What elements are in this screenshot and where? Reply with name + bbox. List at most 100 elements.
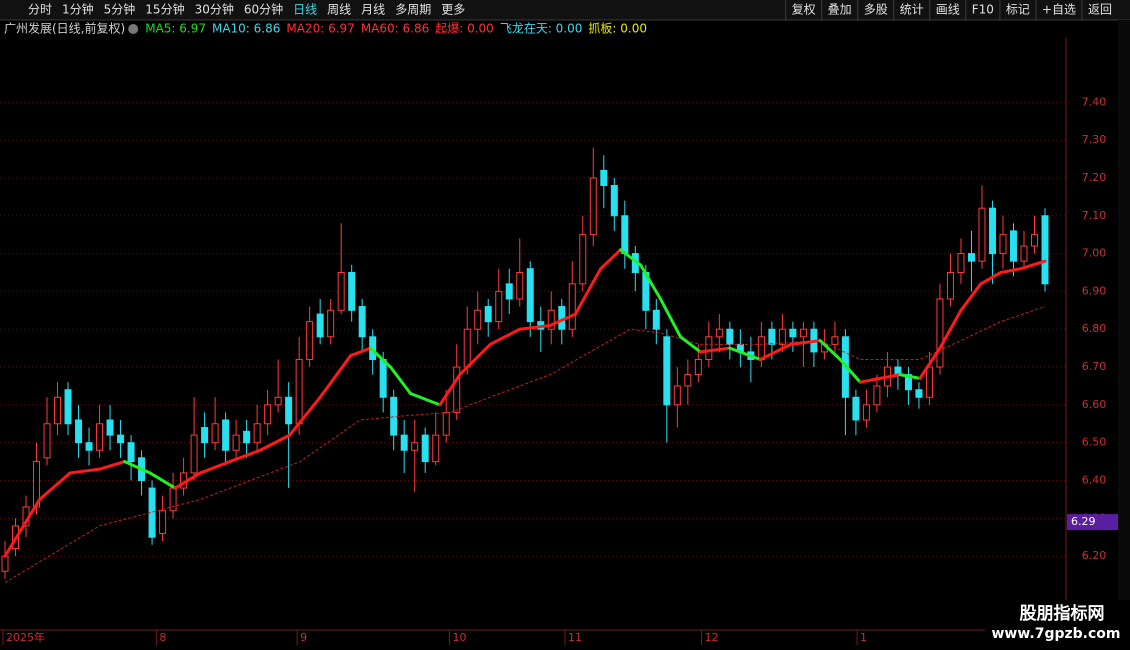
menu-item[interactable]: 更多 [441,3,465,17]
menu-button[interactable]: +自选 [1042,3,1076,17]
candle-body [327,309,335,338]
trend-segment [228,448,262,464]
candle-body [925,366,933,398]
x-tick-label: 1 [860,631,867,644]
menu-item[interactable]: 30分钟 [195,2,234,17]
trend-segment [599,248,623,271]
candle-body [285,396,293,425]
trend-segment [458,342,492,377]
trend-segment [838,357,862,384]
trend-segment [123,460,152,475]
candle-body [946,271,954,300]
menu-item[interactable]: 日线 [293,3,317,17]
trend-segment [408,392,442,407]
trend-segment [68,467,102,475]
menu-item[interactable]: 分时 [28,3,52,17]
y-tick-label: 6.80 [1082,322,1107,335]
trend-segment [173,471,202,490]
x-tick-label: 11 [568,631,582,644]
candle-body [274,396,282,406]
candle-body [348,271,356,311]
trend-segment [758,342,793,361]
candle-body [589,177,597,236]
menu-button[interactable]: 统计 [900,3,924,17]
trend-segment [548,312,577,327]
trend-segment [318,354,353,399]
trend-segment [979,270,1003,286]
candle-body [411,442,419,451]
candle-body [75,419,83,444]
candle-body [379,358,387,398]
menu-item[interactable]: 5分钟 [104,2,136,17]
toolbar [0,0,1130,20]
menu-button[interactable]: 叠加 [828,3,852,17]
candle-body [169,487,177,512]
settings-icon [128,24,139,34]
trend-segment [639,263,663,301]
trend-segment [438,373,462,407]
candle-body [211,423,219,444]
side-strip [1118,20,1130,650]
candle-body [474,309,482,330]
trend-segment [148,471,177,490]
candle-body [516,271,524,300]
candle-body [96,423,104,451]
candle-body [421,434,429,463]
trend-segment [858,376,882,384]
candle-body [526,268,534,323]
y-tick-label: 7.10 [1082,209,1107,222]
menu-button[interactable]: 画线 [936,3,960,17]
candle-body [85,442,93,451]
menu-item[interactable]: 1分钟 [62,2,94,17]
trend-segment [938,308,963,350]
menu-item[interactable]: 周线 [327,3,351,17]
candle-body [852,396,860,421]
candle-body [159,510,167,534]
trend-segment [488,327,522,346]
y-tick-label: 6.40 [1082,474,1107,487]
candle-body [358,306,366,338]
candle-body [463,328,471,368]
candle-body [253,423,261,444]
candle-body [306,321,314,360]
candle-body [505,283,513,300]
y-tick-label: 6.70 [1082,360,1107,373]
menu-button[interactable]: 标记 [1006,3,1030,17]
candle-body [568,283,576,330]
candle-body [957,253,965,273]
candle-body [1,555,9,572]
candle-body [694,358,702,376]
menu-button[interactable]: 复权 [792,3,816,17]
menu-item[interactable]: 多周期 [395,3,431,17]
candle-body [579,234,587,285]
trend-segment [678,335,702,354]
menu-item[interactable]: 月线 [361,3,385,17]
menu-button[interactable]: F10 [972,3,994,17]
watermark-name: 股朋指标网 [1020,603,1105,624]
trend-segment [1019,259,1047,271]
candle-body [453,366,461,413]
candle-body [337,271,345,311]
candle-body [64,389,72,425]
trend-segment [3,497,42,558]
candle-body [264,404,272,425]
price-tag [1067,514,1118,531]
menu-button[interactable]: 多股 [864,3,888,17]
candle-body [1041,215,1049,285]
y-tick-label: 6.60 [1082,398,1107,411]
candle-body [778,328,786,345]
candle-body [915,389,923,398]
menu-item[interactable]: 60分钟 [244,2,283,17]
menu-item[interactable]: 15分钟 [145,2,184,17]
trend-segment [288,395,322,437]
trend-segment [369,346,393,369]
candle-body [127,442,135,463]
candle-body [726,328,734,345]
y-tick-label: 7.40 [1082,95,1107,108]
trend-segment [898,373,922,380]
candle-body [54,396,62,425]
menu-button[interactable]: 返回 [1088,3,1112,17]
x-tick-label: 12 [705,631,719,644]
y-tick-label: 7.30 [1082,133,1107,146]
